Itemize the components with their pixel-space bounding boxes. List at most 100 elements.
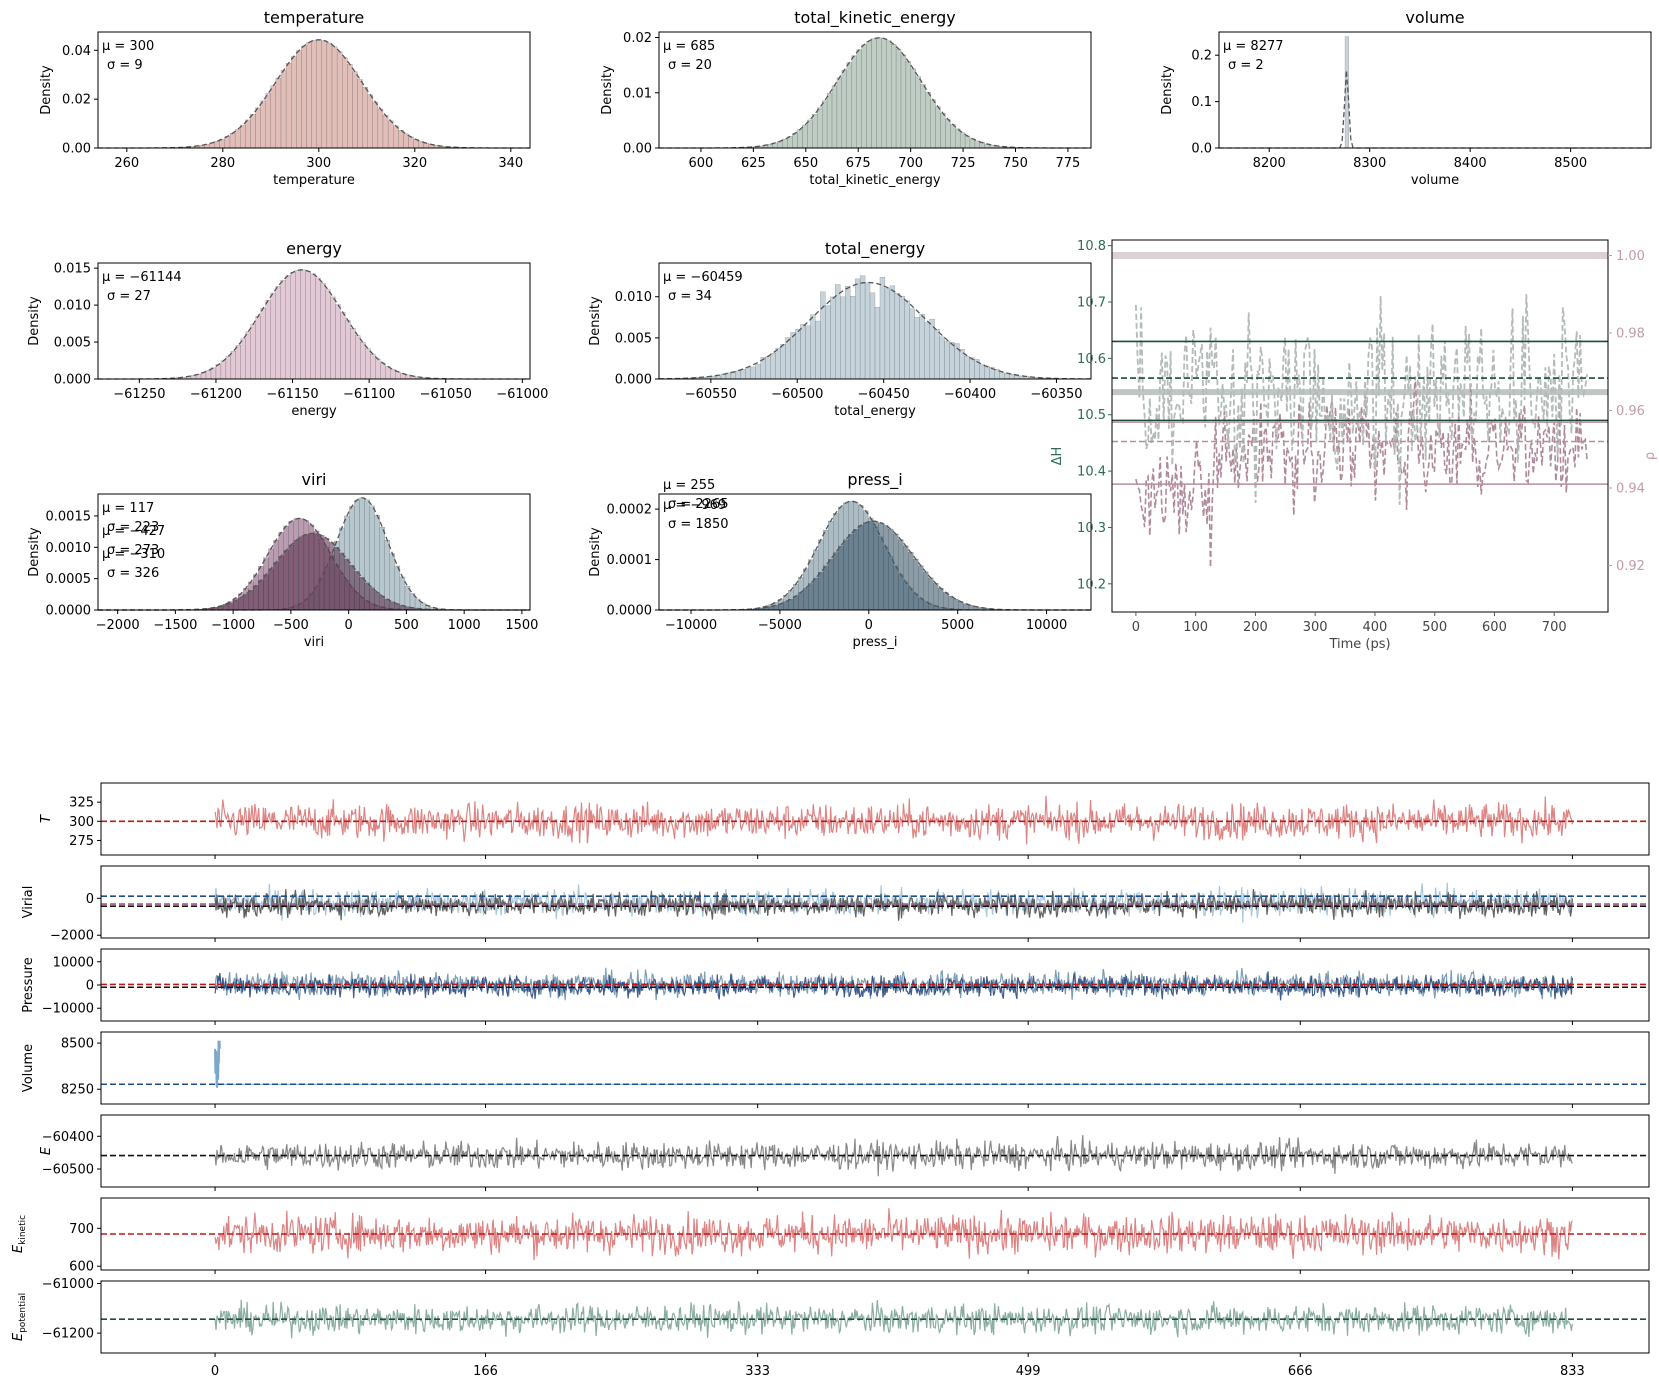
hist-bar — [841, 69, 847, 149]
hist-bar — [830, 296, 836, 380]
x-tick-label: 725 — [951, 156, 976, 171]
x-tick-label: 1500 — [505, 618, 538, 633]
hist-bar — [944, 340, 950, 380]
y-tick-label: 600 — [69, 1260, 94, 1275]
hist-bar — [268, 568, 274, 611]
hist-volume: 8200 8300 8400 8500 0.0 0.1 0.2 volume volume Den… — [1160, 8, 1652, 188]
y-tick-label-right: 1.00 — [1616, 249, 1645, 264]
hist-bar — [362, 86, 368, 149]
x-tick-label: 0 — [345, 618, 353, 633]
hist-bar — [859, 275, 866, 380]
y-axis-label-left: ΔH — [1050, 447, 1065, 466]
x-tick-label: 600 — [689, 156, 714, 171]
x-tick-label: −60450 — [858, 387, 910, 402]
hist-bar — [359, 577, 365, 611]
hist-bar — [873, 521, 879, 611]
axes-frame — [658, 262, 1092, 380]
hist-bar — [886, 40, 892, 149]
y-tick-label: 0.0000 — [607, 604, 653, 619]
hist-bar — [795, 329, 801, 380]
hist-bar — [382, 115, 389, 149]
hist-bar — [768, 606, 774, 611]
hist-bar — [390, 369, 396, 380]
hist-bar — [765, 356, 771, 380]
hist-bar — [968, 605, 974, 611]
x-tick-label: −60500 — [771, 387, 823, 402]
hist-bar — [845, 286, 851, 380]
hist-bar — [881, 38, 887, 149]
y-tick-label-right: 0.96 — [1616, 404, 1645, 419]
hist-bar — [250, 113, 256, 149]
hist-bar — [864, 282, 871, 380]
x-tick-label: 10000 — [1026, 618, 1067, 633]
hist-bar — [293, 540, 299, 611]
hist-bar — [851, 55, 857, 149]
hist-bar — [831, 85, 838, 149]
axes-frame — [100, 1114, 1650, 1188]
hist-bar — [833, 552, 839, 611]
hist-bar — [1004, 373, 1010, 380]
hist-bar — [883, 525, 889, 611]
hist-bar — [817, 107, 823, 149]
hist-bar — [979, 142, 985, 149]
hist-series-0 — [659, 37, 1091, 149]
hist-bar — [780, 344, 786, 380]
y-tick-label: 0.0000 — [46, 604, 92, 619]
hist-bar — [878, 522, 884, 611]
axes-frame — [97, 262, 531, 380]
hist-bar — [790, 332, 796, 380]
x-tick-label: −61200 — [190, 387, 242, 402]
hist-bar — [861, 44, 867, 149]
hist-bar — [375, 358, 381, 380]
y-axis-label-sub: kinetic — [18, 1215, 28, 1245]
hist-bar — [828, 559, 834, 611]
x-tick-label: −1500 — [153, 618, 197, 633]
axes-frame — [97, 31, 531, 149]
y-axis-label: Virial — [21, 886, 36, 919]
y-tick-label-left: 10.3 — [1077, 521, 1106, 536]
ts-Ekin: 600 700 Ekinetic — [11, 1197, 1650, 1275]
y-tick-label: 0.000 — [615, 373, 652, 388]
hist-bar — [889, 285, 896, 380]
hist-bar — [354, 571, 360, 611]
stat-annotation: σ = 2 — [1228, 58, 1264, 73]
y-tick-label-right: 0.92 — [1616, 559, 1645, 574]
hist-bar — [238, 597, 244, 611]
y-tick-label: −60500 — [42, 1163, 94, 1178]
x-tick-label: 300 — [1303, 620, 1328, 635]
hist-bar — [331, 46, 338, 149]
y-tick-label: 0.010 — [615, 290, 652, 305]
y-tick-label: 325 — [69, 796, 94, 811]
x-tick-label: 600 — [1482, 620, 1507, 635]
hist-bar — [874, 307, 881, 380]
hist-bar — [868, 521, 874, 611]
y-tick-label: 0.02 — [623, 31, 652, 46]
hist-bar — [792, 133, 798, 149]
x-tick-label: 666 — [1288, 1364, 1313, 1379]
hist-bar — [938, 587, 944, 611]
x-tick-label: 300 — [306, 156, 331, 171]
chart-title: total_energy — [825, 239, 925, 259]
x-tick-label: 0 — [865, 618, 873, 633]
y-tick-label: 0.000 — [54, 373, 91, 388]
y-tick-label: 8250 — [61, 1083, 94, 1098]
x-tick-label: 166 — [473, 1364, 498, 1379]
y-axis-label: Density — [39, 65, 54, 115]
hist-bar — [290, 272, 296, 380]
hist-bar — [404, 374, 411, 380]
y-axis-label: E — [39, 1146, 54, 1155]
hist-bar — [863, 522, 869, 611]
ts-virial: −2000 0 Virial — [21, 865, 1650, 944]
hist-bar — [225, 356, 232, 380]
hist-bar — [802, 124, 808, 149]
hist-bar — [735, 370, 742, 380]
stat-annotation: μ = −60459 — [663, 270, 743, 285]
hist-bar — [367, 94, 373, 149]
hist-bar — [387, 120, 394, 149]
y-tick-label: −61000 — [42, 1277, 94, 1292]
hist-bar — [805, 325, 811, 380]
hist-bar — [787, 136, 793, 149]
hist-bar — [924, 322, 930, 380]
y-tick-label-left: 10.5 — [1077, 408, 1106, 423]
